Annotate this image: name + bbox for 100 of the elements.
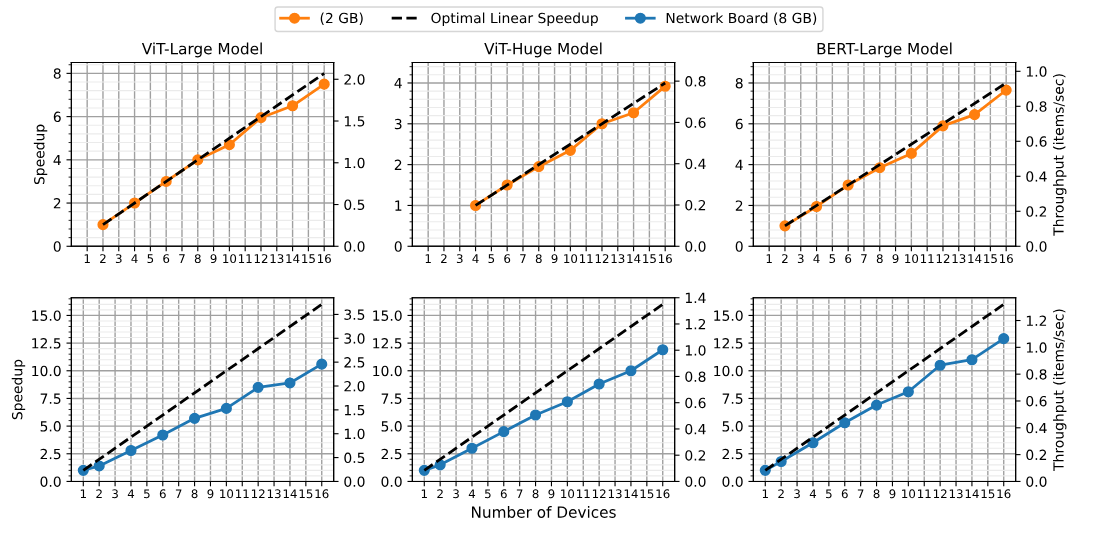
y2-tick-label: 2.0 bbox=[344, 74, 365, 85]
y2-tick-label: 0.4 bbox=[1026, 422, 1047, 434]
y-tick-label: 12.5 bbox=[32, 338, 61, 349]
y-tick-label: 2.5 bbox=[40, 448, 61, 460]
x-tick-label: 5 bbox=[147, 254, 154, 264]
chart-title: ViT-Large Model bbox=[141, 42, 262, 58]
x-tick-label: 16 bbox=[997, 489, 1011, 499]
x-tick-label: 8 bbox=[873, 489, 880, 499]
x-tick-label: 3 bbox=[115, 254, 122, 264]
x-tick-label: 4 bbox=[127, 489, 135, 499]
y2-tick-label: 0.2 bbox=[1026, 449, 1047, 461]
point bbox=[316, 358, 328, 370]
x-tick-label: 5 bbox=[829, 254, 836, 264]
x-tick-label: 13 bbox=[608, 489, 622, 499]
x-tick-label: 9 bbox=[207, 489, 214, 499]
point bbox=[966, 354, 978, 366]
x-tick-label: 14 bbox=[283, 489, 297, 499]
y-tick-label: 1 bbox=[395, 200, 402, 211]
y2-tick-label: 0.0 bbox=[1026, 241, 1047, 252]
y-axis-title: Speedup bbox=[33, 124, 48, 185]
y2-tick-label: 0.2 bbox=[685, 450, 706, 461]
x-tick-label: 7 bbox=[520, 254, 526, 263]
x-tick-label: 2 bbox=[437, 489, 443, 499]
y-tick-label: 5.0 bbox=[722, 421, 743, 432]
y2-tick-label: 0.0 bbox=[344, 241, 365, 252]
x-tick-label: 10 bbox=[905, 254, 919, 264]
x-tick-label: 11 bbox=[579, 254, 593, 263]
x-tick-label: 5 bbox=[144, 489, 150, 499]
y2-tick-label: 1.2 bbox=[685, 318, 706, 330]
x-tick-label: 9 bbox=[548, 489, 555, 499]
x-tick-label: 15 bbox=[984, 254, 997, 264]
point bbox=[902, 386, 914, 398]
point bbox=[969, 109, 981, 121]
x-tick-label: 7 bbox=[175, 489, 182, 499]
x-tick-label: 8 bbox=[532, 489, 539, 499]
y2-tick-label: 0.6 bbox=[1026, 136, 1047, 147]
x-tick-label: 1 bbox=[421, 489, 427, 499]
y-tick-label: 4 bbox=[394, 78, 402, 89]
y2-tick-label: 1.0 bbox=[1026, 342, 1047, 353]
x-tick-label: 12 bbox=[254, 254, 268, 263]
x-tick-label: 10 bbox=[564, 254, 578, 264]
x-tick-label: 3 bbox=[456, 254, 463, 264]
y-tick-label: 10.0 bbox=[373, 365, 402, 377]
x-tick-label: 1 bbox=[762, 489, 768, 499]
x-tick-label: 14 bbox=[965, 489, 979, 499]
x-tick-label: 7 bbox=[861, 254, 867, 263]
x-tick-label: 6 bbox=[841, 489, 848, 499]
x-tick-label: 13 bbox=[270, 254, 284, 264]
y-tick-label: 0 bbox=[394, 241, 402, 252]
y-tick-label: 12.5 bbox=[714, 338, 743, 349]
y2-tick-label: 0.0 bbox=[685, 241, 706, 252]
y-tick-label: 4 bbox=[53, 154, 61, 166]
legend-label: Optimal Linear Speedup bbox=[431, 12, 598, 26]
x-tick-label: 6 bbox=[845, 254, 852, 264]
x-tick-label: 13 bbox=[611, 254, 625, 264]
x-tick-label: 1 bbox=[425, 254, 431, 263]
point bbox=[223, 139, 235, 151]
x-tick-label: 10 bbox=[561, 489, 575, 499]
x-tick-label: 11 bbox=[918, 489, 931, 499]
x-tick-label: 10 bbox=[220, 489, 234, 499]
x-tick-label: 12 bbox=[592, 489, 606, 499]
y-tick-label: 5.0 bbox=[381, 421, 402, 432]
x-tick-label: 12 bbox=[595, 254, 609, 263]
point bbox=[287, 100, 299, 112]
x-tick-label: 7 bbox=[516, 489, 523, 499]
x-tick-label: 8 bbox=[191, 489, 198, 499]
y2-tick-label: 1.5 bbox=[344, 116, 365, 127]
point bbox=[93, 460, 105, 472]
x-tick-label: 9 bbox=[892, 254, 899, 264]
x-tick-label: 5 bbox=[485, 489, 491, 499]
point bbox=[905, 147, 917, 159]
y2-tick-label: 0.6 bbox=[685, 397, 706, 409]
y-tick-label: 0 bbox=[53, 241, 61, 252]
point bbox=[157, 429, 169, 441]
y2-tick-label: 0.0 bbox=[344, 476, 365, 487]
point bbox=[807, 437, 819, 449]
point bbox=[498, 426, 510, 438]
x-tick-label: 5 bbox=[488, 254, 495, 264]
y2-tick-label: 0.0 bbox=[685, 476, 706, 487]
x-tick-label: 11 bbox=[238, 254, 252, 263]
chart-title: BERT-Large Model bbox=[817, 42, 952, 58]
x-axis-title: Number of Devices bbox=[472, 506, 616, 518]
y-tick-label: 7.5 bbox=[381, 393, 402, 404]
y-tick-label: 7.5 bbox=[40, 393, 61, 404]
x-tick-label: 6 bbox=[163, 254, 170, 264]
x-tick-label: 15 bbox=[643, 254, 656, 264]
point bbox=[561, 396, 573, 408]
x-tick-label: 8 bbox=[194, 254, 201, 264]
point bbox=[593, 378, 605, 390]
y2-tick-label: 0.2 bbox=[685, 199, 706, 211]
y2-tick-label: 0.5 bbox=[344, 452, 365, 464]
y-tick-label: 8 bbox=[53, 68, 61, 79]
y2-tick-label: 0.4 bbox=[685, 158, 706, 170]
y2-tick-label: 0.0 bbox=[1026, 476, 1047, 487]
point bbox=[628, 107, 640, 119]
y2-tick-label: 3.5 bbox=[344, 309, 365, 320]
y-tick-label: 10.0 bbox=[714, 365, 743, 377]
y2-tick-label: 3.0 bbox=[344, 333, 365, 344]
x-tick-label: 8 bbox=[876, 254, 883, 264]
y-tick-label: 6 bbox=[735, 118, 743, 130]
